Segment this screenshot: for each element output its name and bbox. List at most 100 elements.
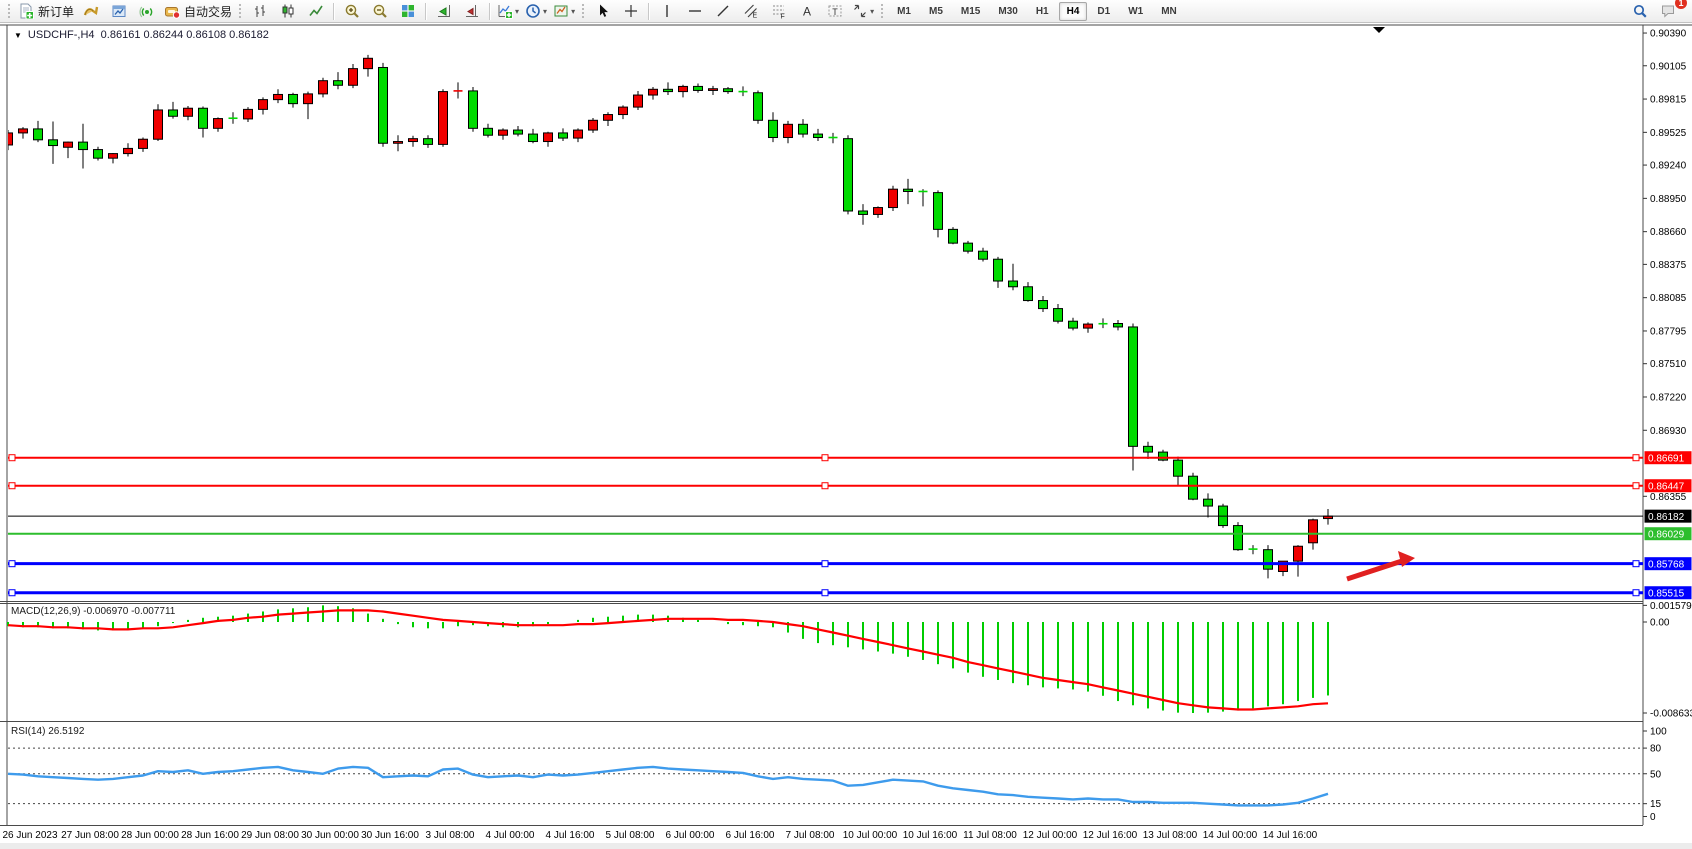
text-icon: A (803, 5, 811, 19)
chart-canvas[interactable]: 0.90390 0.90105 0.89815 0.89525 0.89240 0.889… (0, 23, 1692, 849)
bar-chart-button[interactable] (246, 0, 274, 22)
candle-body (63, 141, 73, 148)
periods-button[interactable]: ▾ (522, 0, 550, 22)
timeframe-m15-button[interactable]: M15 (960, 5, 981, 17)
candle-body (1113, 323, 1123, 328)
candle-body (573, 129, 583, 139)
timeframe-w1-button[interactable]: W1 (1128, 5, 1144, 17)
line-handle[interactable] (8, 589, 16, 597)
crosshair-icon (625, 5, 638, 17)
auto-trading-button[interactable]: 自动交易 (161, 0, 235, 22)
toolbar-separator (425, 2, 428, 20)
templates-button[interactable]: ▾ (550, 0, 578, 22)
hline-button[interactable] (681, 0, 709, 22)
indicators-button[interactable]: ▾ (494, 0, 522, 22)
equidistant-channel-button[interactable]: E (737, 0, 765, 22)
line-handle[interactable] (821, 589, 829, 597)
svg-text:E: E (753, 13, 758, 20)
arrow-head[interactable] (1398, 551, 1415, 567)
price-tick-label: 0.89815 (1650, 95, 1687, 106)
community-button[interactable]: 1 (1654, 0, 1687, 22)
price-marker (1644, 527, 1692, 541)
chevron-down-icon[interactable]: ▾ (571, 6, 576, 16)
svg-text:A: A (803, 5, 811, 19)
chart-window-icon (112, 5, 126, 17)
candle-body (303, 93, 313, 105)
line-handle[interactable] (8, 454, 16, 462)
zoom-out-button[interactable] (366, 0, 394, 22)
time-label: 12 Jul 16:00 (1083, 830, 1138, 841)
line-handle[interactable] (8, 560, 16, 568)
line-handle[interactable] (821, 454, 829, 462)
cursor-button[interactable] (589, 0, 617, 22)
auto-scroll-button[interactable] (430, 0, 458, 22)
chevron-down-icon[interactable]: ▾ (515, 6, 520, 16)
price-marker (1644, 557, 1692, 571)
candle-body (753, 92, 763, 121)
toolbar-separator (333, 2, 336, 20)
line-handle[interactable] (8, 482, 16, 490)
trend-arrow-annotation[interactable] (1346, 551, 1415, 582)
timeframe-m5-button[interactable]: M5 (929, 5, 943, 17)
new-order-button[interactable]: 新订单 (15, 0, 77, 22)
text-label-button[interactable]: T (821, 0, 849, 22)
arrow-shaft[interactable] (1346, 558, 1403, 582)
fibonacci-button[interactable]: F (765, 0, 793, 22)
toolbar-drag-handle[interactable] (581, 3, 587, 19)
line-handle[interactable] (821, 482, 829, 490)
line-handle[interactable] (1632, 589, 1640, 597)
candle-body (8, 132, 13, 146)
chevron-down-icon[interactable]: ▼ (14, 31, 22, 40)
line-handle[interactable] (1632, 560, 1640, 568)
candle-body (963, 242, 973, 252)
chart-window[interactable]: ▼ USDCHF-,H4 0.86161 0.86244 0.86108 0.86… (0, 23, 1692, 849)
rsi-tick-label: 15 (1650, 799, 1662, 810)
chart-window-button[interactable] (105, 0, 133, 22)
line-chart-button[interactable] (302, 0, 330, 22)
timeframe-h1-button[interactable]: H1 (1035, 5, 1049, 17)
toolbar-drag-handle[interactable] (238, 3, 244, 19)
candle-chart-icon (282, 4, 294, 18)
candle-body (33, 128, 43, 141)
chart-shift-button[interactable] (458, 0, 486, 22)
vline-button[interactable] (653, 0, 681, 22)
candle-body (528, 133, 538, 143)
line-handle[interactable] (1632, 482, 1640, 490)
zoom-out-icon (373, 4, 387, 18)
signal-button[interactable] (133, 0, 161, 22)
candlesticks (8, 54, 1333, 579)
timeframe-mn-button[interactable]: MN (1161, 5, 1177, 17)
timeframe-m30-button[interactable]: M30 (998, 5, 1018, 17)
crosshair-button[interactable] (617, 0, 645, 22)
search-button[interactable] (1626, 0, 1654, 22)
chart-shift-icon (466, 5, 479, 17)
candle-body (768, 119, 778, 139)
timeframe-m1-button[interactable]: M1 (897, 5, 911, 17)
candle-body (1053, 308, 1063, 322)
toolbar-drag-handle[interactable] (7, 3, 12, 19)
candle-body (723, 88, 733, 93)
timeframe-d1-button[interactable]: D1 (1097, 5, 1111, 17)
line-handle[interactable] (821, 560, 829, 568)
line-handle[interactable] (1632, 454, 1640, 462)
candle-body (513, 129, 523, 135)
chevron-down-icon[interactable]: ▾ (870, 6, 875, 16)
trendline-button[interactable] (709, 0, 737, 22)
chart-shift-marker[interactable] (1373, 27, 1385, 33)
candle-body (333, 80, 343, 86)
chevron-down-icon[interactable]: ▾ (543, 6, 548, 16)
candle-body (363, 57, 373, 70)
text-button[interactable]: A (793, 0, 821, 22)
price-marker-label: 0.86182 (1648, 512, 1685, 523)
arrows-button[interactable]: ▾ (849, 0, 877, 22)
zoom-in-button[interactable] (338, 0, 366, 22)
candle-chart-button[interactable] (274, 0, 302, 22)
price-tick-label: 0.88085 (1650, 293, 1687, 304)
new-order-label: 新订单 (38, 4, 75, 19)
timeframe-h4-button[interactable]: H4 (1058, 1, 1088, 21)
time-label: 26 Jun 2023 (2, 830, 57, 841)
toolbar-drag-handle[interactable] (880, 3, 886, 19)
market-watch-button[interactable] (77, 0, 105, 22)
tile-windows-button[interactable] (394, 0, 422, 22)
fibonacci-icon: F (773, 5, 785, 19)
